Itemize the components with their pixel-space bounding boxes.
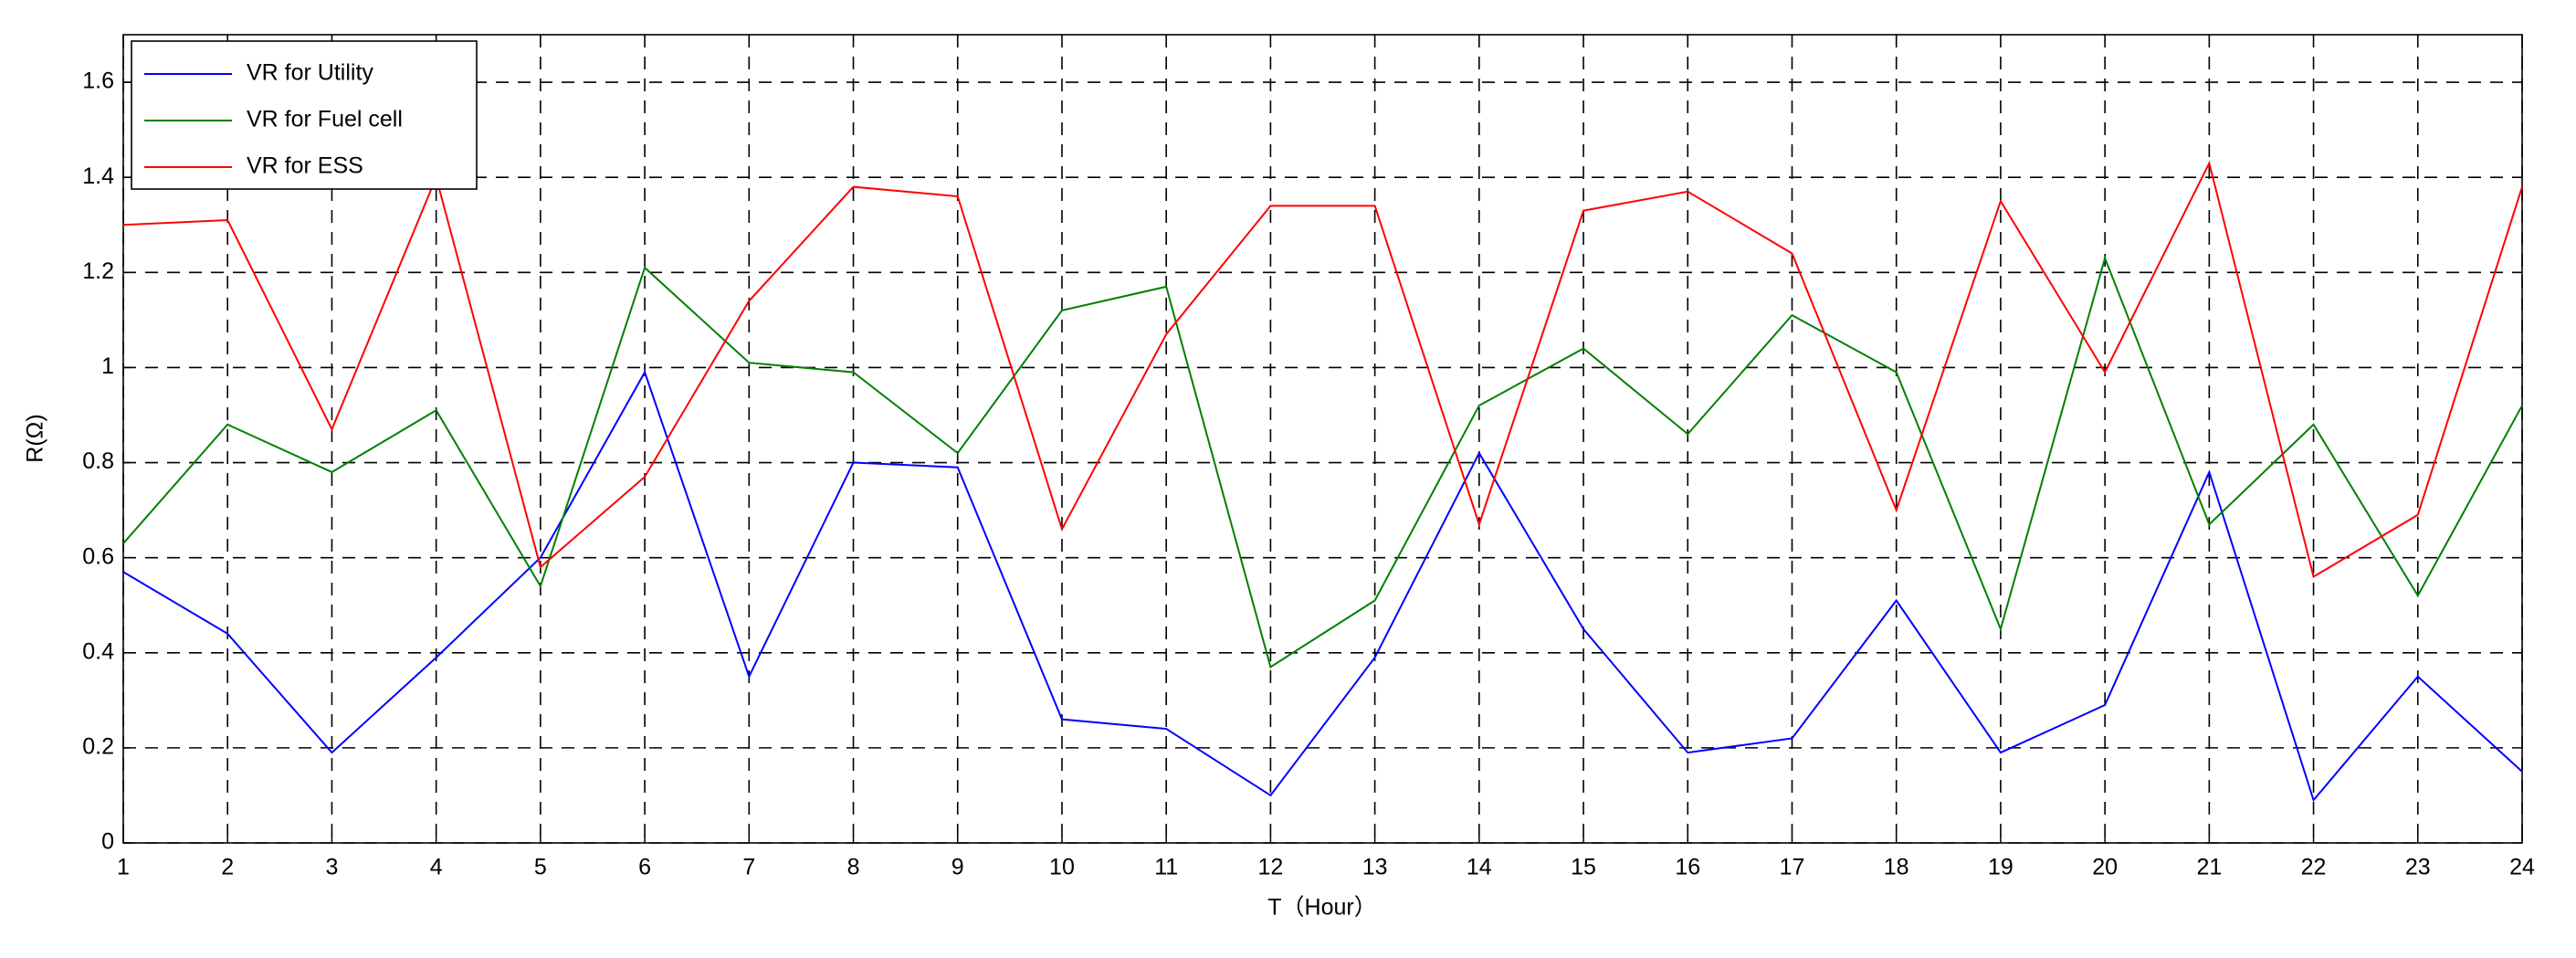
data-line (122, 370, 2523, 803)
x-tick-label: 21 (2196, 855, 2222, 880)
y-tick-label: 1 (101, 353, 114, 379)
x-tick-label: 15 (1571, 855, 1596, 880)
legend-label: VR for Utility (247, 60, 373, 86)
x-tick-label: 4 (430, 855, 443, 880)
x-tick-label: 22 (2301, 855, 2327, 880)
x-tick-label: 1 (117, 855, 130, 880)
x-tick-label: 24 (2509, 855, 2535, 880)
x-tick-label: 18 (1884, 855, 1909, 880)
y-tick-label: 0.8 (82, 448, 114, 474)
y-tick-label: 0.4 (82, 638, 114, 664)
x-tick-label: 13 (1362, 855, 1388, 880)
plot-frame (122, 34, 2523, 844)
x-tick-label: 11 (1154, 855, 1178, 880)
x-tick-label: 10 (1049, 855, 1075, 880)
data-line (122, 255, 2523, 668)
y-tick-label: 1.2 (82, 258, 114, 284)
x-tick-label: 20 (2092, 855, 2118, 880)
y-tick-label: 0.2 (82, 733, 114, 759)
x-tick-label: 2 (221, 855, 234, 880)
x-tick-label: 6 (638, 855, 651, 880)
x-tick-label: 5 (534, 855, 547, 880)
y-tick-label: 0.6 (82, 543, 114, 569)
x-tick-label: 7 (742, 855, 755, 880)
x-axis-label: T（Hour） (1267, 895, 1376, 921)
x-tick-label: 14 (1467, 855, 1492, 880)
y-tick-label: 1.6 (82, 68, 114, 94)
x-tick-label: 3 (325, 855, 338, 880)
data-line (122, 160, 2523, 579)
legend-label: VR for Fuel cell (247, 107, 403, 132)
x-tick-label: 12 (1257, 855, 1283, 880)
x-tick-label: 23 (2405, 855, 2431, 880)
legend-label: VR for ESS (247, 153, 363, 179)
x-tick-label: 9 (952, 855, 964, 880)
legend-box (131, 40, 478, 190)
y-axis-label: R(Ω) (23, 414, 48, 462)
x-tick-label: 19 (1988, 855, 2013, 880)
y-tick-label: 0 (101, 829, 114, 855)
x-tick-label: 16 (1675, 855, 1700, 880)
x-tick-label: 8 (847, 855, 860, 880)
y-tick-label: 1.4 (82, 163, 114, 189)
x-tick-label: 17 (1780, 855, 1805, 880)
